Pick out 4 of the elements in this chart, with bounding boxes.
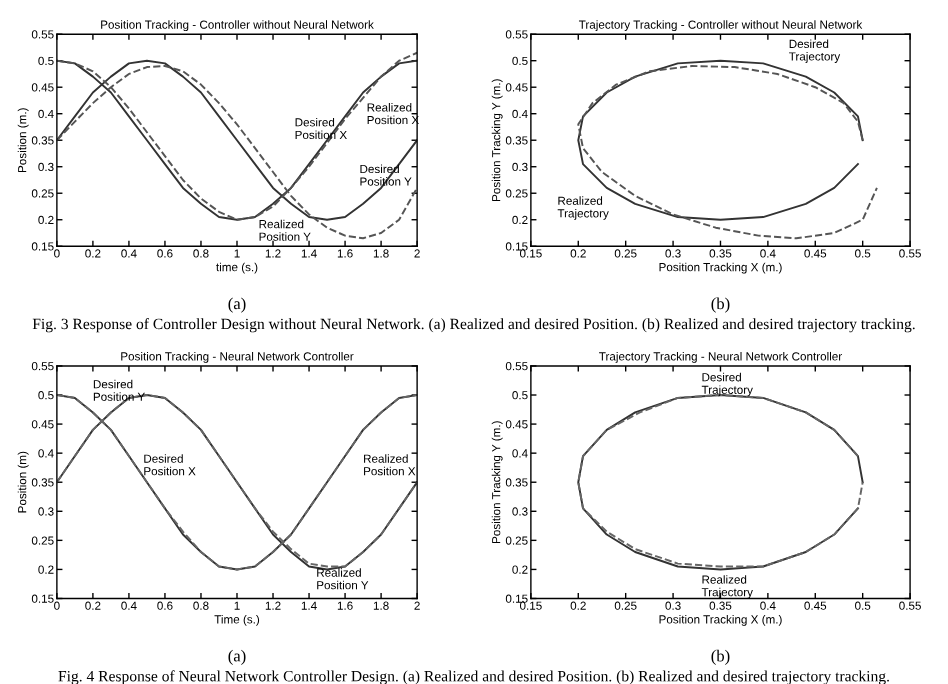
text: (a) [228,649,246,665]
text: (a) [228,297,246,313]
text: (b) [711,297,730,313]
text: (b) [711,649,730,665]
